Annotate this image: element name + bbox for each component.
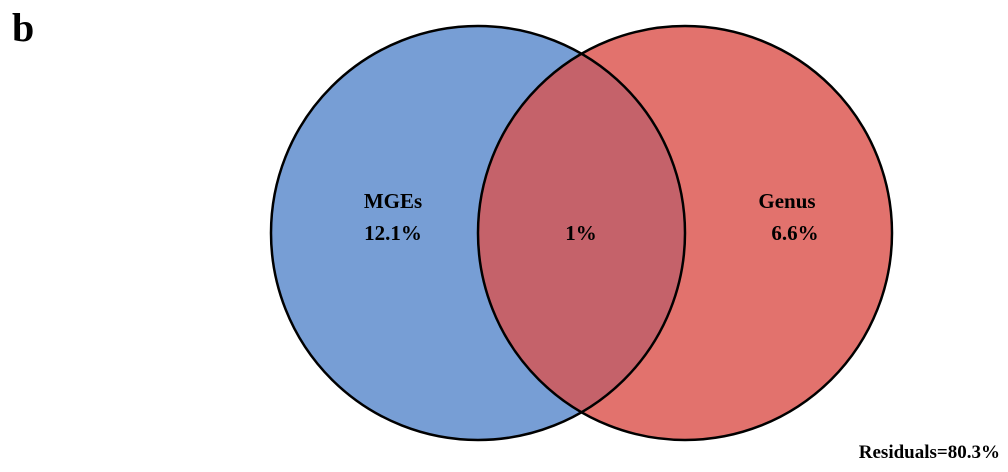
set-label-genus-name: Genus bbox=[758, 189, 815, 213]
residuals-label: Residuals=80.3% bbox=[858, 442, 1000, 463]
set-label-genus-value: 6.6% bbox=[771, 221, 818, 245]
set-outline-genus bbox=[476, 24, 894, 442]
intersection-region bbox=[478, 26, 685, 440]
set-label-mges-value: 12.1% bbox=[364, 221, 422, 245]
intersection-label-value: 1% bbox=[565, 221, 597, 245]
panel-label: b bbox=[12, 5, 35, 50]
set-outline-mges bbox=[269, 24, 687, 442]
set-label-mges-name: MGEs bbox=[364, 189, 422, 213]
